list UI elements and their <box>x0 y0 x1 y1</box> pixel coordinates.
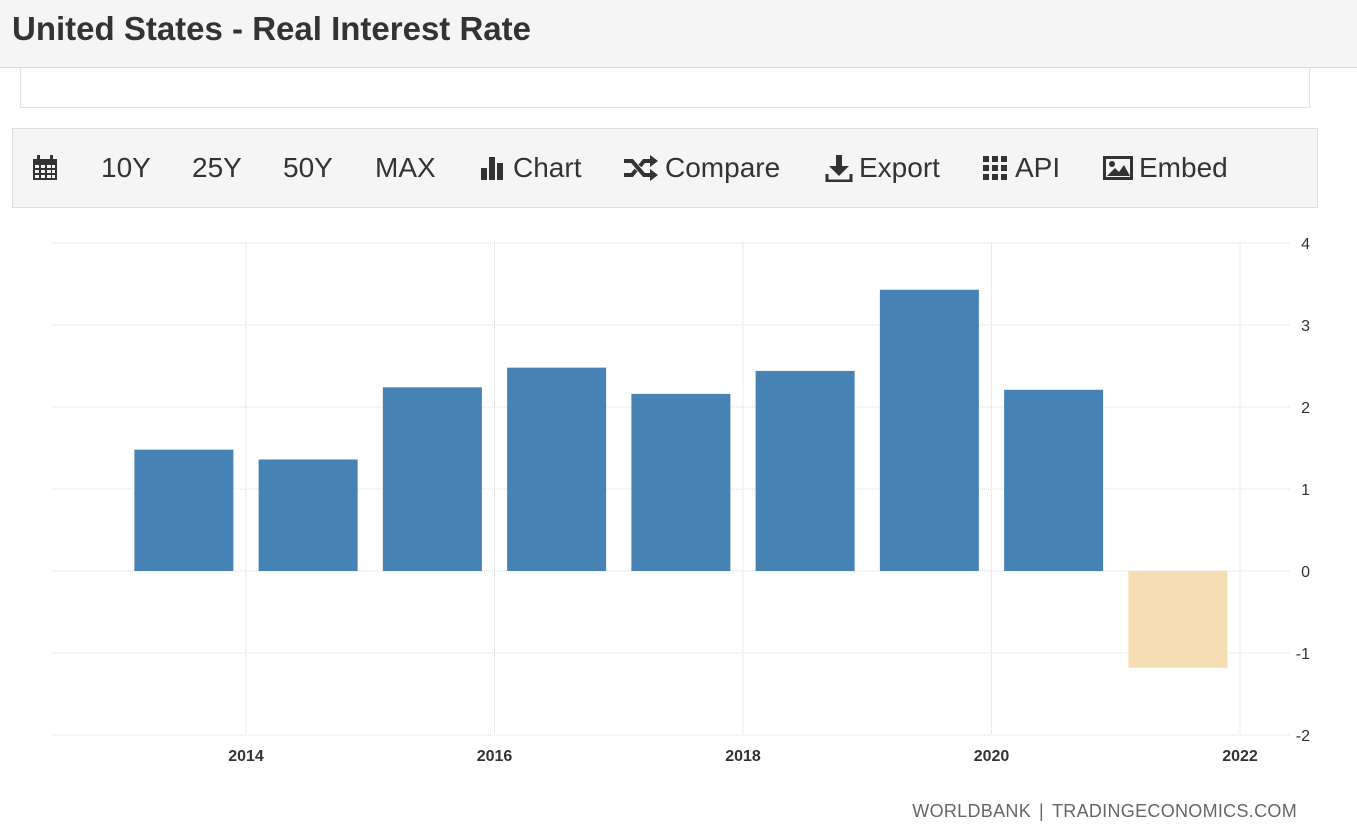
x-tick-label: 2014 <box>228 748 264 765</box>
api-button[interactable]: API <box>981 129 1060 207</box>
bar-2014[interactable] <box>258 459 358 571</box>
y-tick-label: 2 <box>1301 400 1310 417</box>
x-tick-label: 2018 <box>725 748 761 765</box>
y-tick-label: 1 <box>1301 482 1310 499</box>
y-tick-label: 0 <box>1301 564 1310 581</box>
range-max-button[interactable]: MAX <box>375 152 436 183</box>
y-tick-label: 4 <box>1301 236 1310 253</box>
download-icon <box>825 154 853 182</box>
y-tick-label: -2 <box>1296 728 1310 745</box>
chart-button-label: Chart <box>513 152 582 183</box>
bar-2015[interactable] <box>382 387 482 571</box>
page-title: United States - Real Interest Rate <box>12 10 531 47</box>
export-button[interactable]: Export <box>825 129 940 207</box>
range-50y-button[interactable]: 50Y <box>283 152 333 183</box>
y-tick-label: 3 <box>1301 318 1310 335</box>
export-button-label: Export <box>859 152 940 183</box>
api-button-label: API <box>1015 152 1061 183</box>
bar-2016[interactable] <box>507 367 607 571</box>
source-credit: WORLDBANK | TRADINGECONOMICS.COM <box>912 801 1297 822</box>
bar-2020[interactable] <box>1004 389 1104 571</box>
page-header: United States - Real Interest Rate <box>0 0 1357 68</box>
bar-2021[interactable] <box>1128 571 1228 668</box>
shuffle-icon <box>623 154 659 182</box>
bar-chart: 4 3 2 1 0 -1 -2 2014 2016 2018 2020 2022 <box>52 236 1310 765</box>
calendar-icon <box>31 154 59 182</box>
bar-chart-icon <box>479 154 507 182</box>
x-tick-label: 2020 <box>974 748 1010 765</box>
compare-button-label: Compare <box>665 152 781 183</box>
x-tick-label: 2022 <box>1222 748 1258 765</box>
range-25y-button[interactable]: 25Y <box>192 152 242 183</box>
bar-2017[interactable] <box>631 393 731 571</box>
source-separator: | <box>1039 801 1044 821</box>
bar-2013[interactable] <box>134 449 234 571</box>
chart-toolbar: 10Y 25Y 50Y MAX Chart Compare <box>12 128 1318 208</box>
info-panel <box>20 68 1310 108</box>
compare-button[interactable]: Compare <box>623 129 780 207</box>
grid-icon <box>981 154 1009 182</box>
range-10y-button[interactable]: 10Y <box>101 152 151 183</box>
embed-button[interactable]: Embed <box>1103 129 1228 207</box>
chart-button[interactable]: Chart <box>479 129 581 207</box>
image-icon <box>1103 154 1133 182</box>
embed-button-label: Embed <box>1139 152 1228 183</box>
y-tick-label: -1 <box>1296 646 1310 663</box>
bar-2018[interactable] <box>755 370 855 571</box>
chart-area: 4 3 2 1 0 -1 -2 2014 2016 2018 2020 2022 <box>0 208 1357 831</box>
x-tick-label: 2016 <box>477 748 513 765</box>
bar-2019[interactable] <box>879 289 979 571</box>
calendar-button[interactable] <box>31 129 65 207</box>
source-worldbank: WORLDBANK <box>912 801 1031 821</box>
source-tradingeconomics: TRADINGECONOMICS.COM <box>1051 801 1297 821</box>
